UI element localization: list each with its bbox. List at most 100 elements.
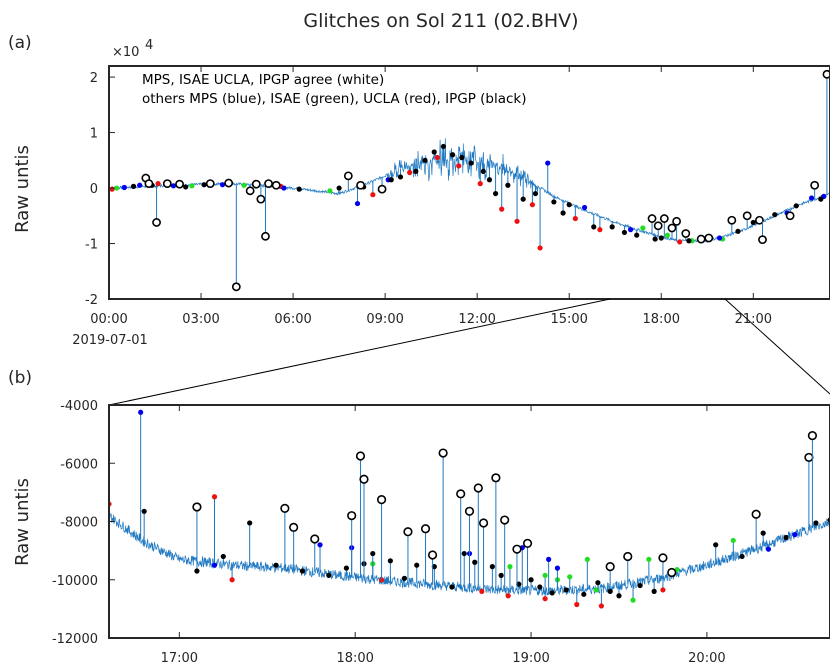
panel-b-glitch-ipgp [414,562,420,568]
panel-a-glitch-agree [755,215,764,225]
panel-a-glitch-ipgp [532,190,539,197]
panel-a-glitch-ipgp [772,212,778,218]
panel-b-plot-area [109,409,830,609]
panel-a-glitch-ipgp [505,182,511,188]
panel-a-x-tick-label: 09:00 [366,312,403,327]
panel-b-glitch-ipgp [449,584,455,590]
panel-b-glitch-agree [605,562,615,572]
panel-b-glitch-agree [427,550,438,560]
panel-a-glitch-agree [667,223,677,233]
panel-b-glitch-agree [310,534,320,544]
panel-b-glitch-ipgp [595,580,601,586]
panel-b-glitch-agree [807,430,818,441]
panel-a-glitch-mps [219,182,226,188]
panel-a-glitch-ucla [155,181,161,187]
panel-a-glitch-agree [256,194,266,204]
panel-b-y-tick-label: -4000 [60,399,98,414]
panel-a-y-tick-label: -1 [85,238,98,253]
panel-a-glitch-mps [545,160,551,166]
panel-b-glitch-ucla [598,603,604,609]
panel-a-glitch-ipgp [591,224,597,230]
panel-a-multiplier: ×10 4 [112,38,153,60]
panel-a-glitch-ipgp [652,236,658,242]
panel-a-glitch-ipgp [388,177,394,183]
figure-title: Glitches on Sol 211 (02.BHV) [303,10,578,32]
panel-a-glitch-agree [144,179,154,189]
panel-b-glitch-ipgp [581,591,587,597]
panel-a-glitch-agree [785,211,795,221]
panel-a-glitch-ucla [477,181,483,187]
panel-b-glitch-ipgp [651,588,657,595]
panel-b-glitch-ipgp [273,562,279,568]
panel-b-glitch-agree [667,567,677,578]
panel-a-y-tick-label: 2 [90,71,98,86]
panel-a-glitch-agree [681,229,691,238]
panel-a-glitch-ucla [456,163,462,169]
panel-a-glitch-agree [653,221,663,231]
panel-a-glitch-ipgp [818,196,824,202]
panel-a-glitch-ipgp [183,184,189,190]
panel-a-glitch-agree [659,214,669,223]
panel-b-glitch-agree [403,527,413,537]
panel-a-glitch-agree [810,180,820,190]
panel-a-glitch-agree [727,215,737,225]
panel-a-glitch-isae [189,183,195,189]
panel-a-glitch-ipgp [621,229,628,236]
panel-b-glitch-isae [542,572,548,578]
panel-b-glitch-isae [646,556,652,562]
panel-b-glitch-ucla [574,601,580,608]
panel-b-glitch-mps [792,532,798,538]
panel-b-glitch-agree [522,538,533,548]
panel-b-glitch-ipgp [401,575,408,581]
panel-b-glitch-mps [317,542,323,548]
panel-b-glitch-ipgp [549,590,555,596]
panel-b-glitch-agree [751,509,761,519]
panel-b-glitch-agree [512,544,522,554]
panel-b-glitch-isae [593,587,599,593]
panel-b-glitch-ipgp [607,588,613,595]
panel-a-glitch-agree [162,179,172,189]
panel-a-glitch-agree [261,231,270,241]
panel-b-glitch-isae [507,564,513,570]
panel-b-glitch-ucla [542,596,548,602]
panel-a-x-tick-label: 18:00 [643,312,680,327]
panel-a-glitch-ipgp [422,157,428,163]
panel-b-glitch-ucla [660,587,666,593]
panel-b-glitch-ipgp [713,542,719,548]
panel-a-glitch-ucla [529,202,535,208]
panel-a-glitch-agree [742,211,752,221]
panel-b-x-tick-label: 18:00 [336,651,373,664]
panel-a-glitch-ucla [434,154,440,161]
panel-b-glitch-ipgp [194,568,200,574]
panel-b-glitch-agree [473,483,483,493]
panel-b-glitch-isae [730,537,736,544]
panel-b-x-tick-label: 17:00 [161,651,198,664]
panel-a-y-tick-label: -2 [85,293,98,308]
panel-b-glitch-ipgp [637,582,643,589]
panel-a-glitch-isae [327,188,333,194]
panel-a-glitch-mps [808,195,815,201]
panel-b-glitch-agree [464,506,475,516]
panel-a-glitch-ucla [370,192,376,198]
panel-a-glitch-ipgp [336,185,342,191]
panel-b-signal-line [109,512,830,596]
panel-b-y-tick-label: -8000 [60,516,98,531]
panel-a-glitch-ipgp [397,174,404,180]
panel-a-glitch-isae [241,182,247,188]
panel-b-glitch-agree [420,524,431,534]
panel-b-glitch-agree [491,473,501,483]
panel-a-glitch-agree [264,179,273,189]
panel-b-glitch-ucla [479,588,485,595]
panel-a-xstart-date: 2019-07-01 [72,333,148,348]
zoom-connector-left [108,298,611,406]
panel-a-glitch-ipgp [520,196,526,202]
panel-a-glitch-ipgp [459,154,465,161]
panel-b-glitch-isae [630,597,636,603]
panel-a-glitch-ipgp [480,168,486,175]
panel-b-glitch-ipgp [760,530,766,536]
panel-a-legend-line2: others MPS (blue), ISAE (green), UCLA (r… [142,91,527,107]
panel-b-glitch-ipgp [220,553,226,560]
panel-a-glitch-isae [640,225,646,231]
panel-b-glitch-ucla [229,577,235,583]
